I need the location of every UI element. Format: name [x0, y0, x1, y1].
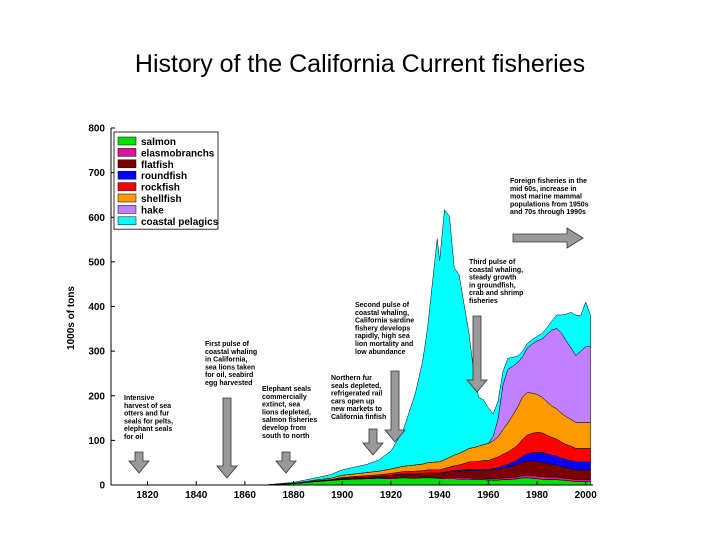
y-tick-label: 800 [88, 124, 105, 135]
legend-swatch [117, 136, 137, 146]
y-tick-label: 100 [88, 436, 105, 447]
legend-swatch [117, 193, 137, 203]
y-tick-label: 600 [88, 213, 105, 224]
legend-entry: elasmobranchs [141, 148, 215, 159]
slide-title: History of the California Current fisher… [134, 50, 586, 78]
legend-entry: shellfish [141, 194, 182, 205]
x-tick-label: 1860 [234, 490, 257, 501]
legend-swatch [117, 148, 137, 157]
annotation-text: Second pulse of coastal whaling, Californi… [355, 302, 414, 356]
x-tick-label: 1840 [185, 490, 208, 501]
annotation-text: Foreign fisheries in the mid 60s, increas… [510, 178, 589, 216]
annotation-arrow [512, 227, 584, 249]
annotation-arrow [362, 428, 384, 456]
legend-swatch [117, 182, 137, 191]
y-tick-label: 300 [88, 347, 105, 358]
legend-swatch [117, 170, 137, 180]
legend-swatch [117, 159, 137, 169]
legend: salmonelasmobranchsflatfishroundfishrock… [113, 131, 219, 230]
x-tick-label: 1980 [526, 490, 549, 501]
x-tick-label: 1940 [429, 490, 452, 501]
x-tick-label: 1960 [477, 490, 500, 501]
axes: 0 100 200 300 400 500 600 700 800 1820 1840 1860 188… [88, 124, 597, 502]
legend-entry: salmon [141, 137, 176, 148]
y-tick-label: 400 [88, 302, 105, 313]
legend-swatch [117, 205, 137, 214]
stacked-areas [268, 208, 591, 486]
y-tick-label: 500 [88, 257, 105, 268]
y-tick-label: 700 [88, 168, 105, 179]
x-tick-label: 1900 [331, 490, 354, 501]
annotation-text: Northern fur seals depleted, refrigerated … [331, 375, 386, 421]
legend-entry: flatfish [141, 160, 174, 171]
annotation-arrow [384, 370, 406, 443]
x-tick-label: 1880 [282, 490, 305, 501]
y-tick-label: 0 [99, 481, 105, 492]
annotation-arrow [466, 315, 488, 393]
x-tick-label: 2000 [575, 490, 598, 501]
x-tick-label: 1920 [380, 490, 403, 501]
annotation-arrow [128, 451, 150, 474]
annotation-text: Elephant seals commercially extinct, sea li… [262, 386, 317, 440]
annotation-text: Intensive harvest of sea otters and fur sea… [124, 395, 173, 441]
annotation-arrow [216, 397, 238, 479]
legend-swatch [117, 216, 137, 226]
annotation-text: Third pulse of coastal whaling, steady gro… [469, 259, 523, 305]
annotation-arrow [275, 451, 297, 474]
legend-entry: rockfish [141, 183, 180, 194]
annotation-text: First pulse of coastal whaling in Californ… [205, 341, 257, 387]
y-axis-label: 1000s of tons [66, 286, 77, 350]
y-tick-label: 200 [88, 391, 105, 402]
legend-entry: roundfish [141, 171, 187, 182]
x-tick-label: 1820 [136, 490, 159, 501]
legend-entry: coastal pelagics [141, 217, 219, 228]
legend-entry: hake [141, 205, 164, 216]
annotations: Intensive harvest of sea otters and fur sea… [124, 178, 589, 479]
area-coastal-pelagics [269, 208, 591, 485]
